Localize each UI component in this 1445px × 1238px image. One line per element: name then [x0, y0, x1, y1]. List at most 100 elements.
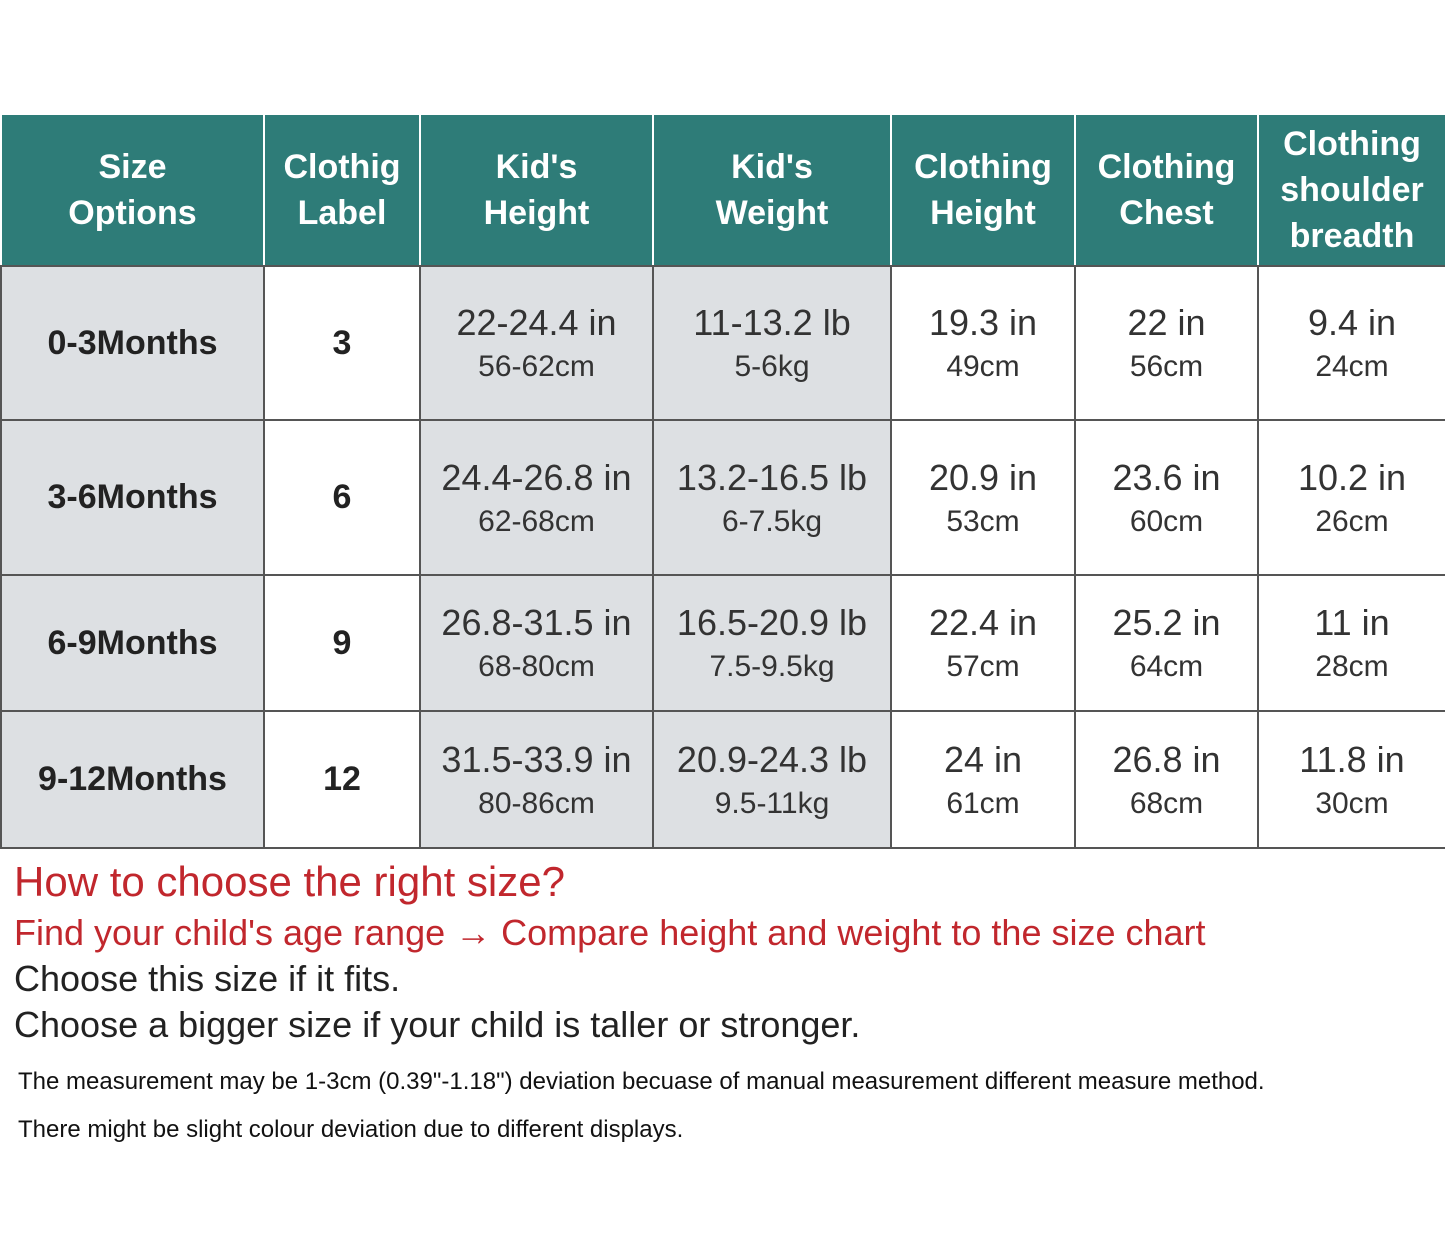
- measure-metric: 64cm: [1129, 650, 1204, 683]
- measure-metric: 7.5-9.5kg: [709, 650, 835, 683]
- measure-cell: 10.2 in 26cm: [1257, 419, 1445, 576]
- table-body: 0-3Months 3 22-24.4 in 56-62cm 11-13.2 lb 5-6…: [0, 265, 1445, 849]
- header-line: Clothig: [283, 148, 401, 186]
- label-cell: 12: [263, 710, 421, 849]
- measure-metric: 30cm: [1315, 786, 1389, 820]
- measure-inch: 22 in: [1127, 302, 1206, 343]
- header-line: Clothing: [914, 148, 1052, 186]
- header-line: shoulder: [1280, 171, 1424, 209]
- measure-metric: 5-6kg: [734, 350, 810, 383]
- header-line: Kid's: [495, 148, 578, 186]
- measure-metric: 6-7.5kg: [721, 504, 823, 538]
- header-cell: Size Options: [0, 115, 265, 267]
- measure-cell: 11.8 in 30cm: [1257, 710, 1445, 849]
- header-row: Size Options Clothig Label Kid's Height Kid's W…: [0, 115, 1445, 267]
- table-row: 3-6Months 6 24.4-26.8 in 62-68cm 13.2-16.5 l…: [0, 419, 1445, 576]
- measure-metric: 56cm: [1129, 350, 1204, 383]
- measure-inch: 11 in: [1314, 602, 1390, 643]
- size-cell: 3-6Months: [0, 419, 265, 576]
- measure-inch: 26.8 in: [1112, 738, 1221, 780]
- header-line: Options: [68, 194, 197, 232]
- measure-cell: 11-13.2 lb 5-6kg: [652, 265, 892, 421]
- header-line: Size: [98, 148, 167, 186]
- measure-cell: 16.5-20.9 lb 7.5-9.5kg: [652, 574, 892, 712]
- measure-metric: 9.5-11kg: [714, 786, 830, 820]
- table-row: 9-12Months 12 31.5-33.9 in 80-86cm 20.9-24.3…: [0, 710, 1445, 849]
- measure-inch: 11-13.2 lb: [693, 302, 851, 343]
- note: The measurement may be 1-3cm (0.39"-1.18…: [18, 1068, 1265, 1095]
- header-cell: Clothig Label: [263, 115, 421, 267]
- table-row: 6-9Months 9 26.8-31.5 in 68-80cm 16.5-20.9 l…: [0, 574, 1445, 712]
- measure-cell: 20.9 in 53cm: [890, 419, 1076, 576]
- header-line: Chest: [1119, 194, 1214, 232]
- header-line: Kid's: [731, 148, 813, 186]
- header-line: Label: [297, 194, 387, 232]
- measure-inch: 31.5-33.9 in: [441, 738, 632, 780]
- measure-cell: 11 in 28cm: [1257, 574, 1445, 712]
- measure-inch: 23.6 in: [1112, 456, 1221, 498]
- measure-metric: 49cm: [946, 350, 1020, 383]
- measure-inch: 19.3 in: [928, 302, 1038, 343]
- measure-metric: 80-86cm: [478, 786, 595, 820]
- guide-steps: Find your child's age range → Compare he…: [14, 912, 1206, 953]
- measure-metric: 24cm: [1315, 350, 1389, 383]
- measure-inch: 22.4 in: [928, 602, 1038, 643]
- measure-cell: 26.8 in 68cm: [1074, 710, 1259, 849]
- size-cell: 6-9Months: [0, 574, 265, 712]
- header-cell: Kid's Weight: [652, 115, 892, 267]
- measure-metric: 62-68cm: [478, 504, 595, 538]
- measure-metric: 60cm: [1129, 504, 1204, 538]
- measure-cell: 22.4 in 57cm: [890, 574, 1076, 712]
- measure-cell: 22 in 56cm: [1074, 265, 1259, 421]
- measure-metric: 57cm: [946, 650, 1020, 683]
- measure-metric: 61cm: [946, 786, 1020, 820]
- measure-cell: 20.9-24.3 lb 9.5-11kg: [652, 710, 892, 849]
- header-line: Height: [483, 194, 590, 232]
- header-line: Weight: [715, 194, 829, 232]
- guide-line: Choose a bigger size if your child is ta…: [14, 1004, 861, 1045]
- measure-metric: 26cm: [1315, 504, 1389, 538]
- header-cell: Clothing shoulder breadth: [1257, 115, 1445, 267]
- label-cell: 3: [263, 265, 421, 421]
- header-line: Clothing: [1283, 125, 1421, 163]
- size-table: Size Options Clothig Label Kid's Height Kid's W…: [0, 115, 1445, 849]
- header-line: Height: [930, 194, 1036, 232]
- measure-metric: 28cm: [1315, 650, 1389, 683]
- measure-inch: 16.5-20.9 lb: [676, 602, 868, 643]
- measure-cell: 24 in 61cm: [890, 710, 1076, 849]
- measure-metric: 56-62cm: [478, 350, 595, 383]
- measure-cell: 9.4 in 24cm: [1257, 265, 1445, 421]
- measure-inch: 11.8 in: [1299, 738, 1405, 780]
- measure-inch: 13.2-16.5 lb: [676, 456, 868, 498]
- measure-inch: 26.8-31.5 in: [441, 602, 632, 643]
- header-line: breadth: [1289, 217, 1415, 255]
- measure-inch: 22-24.4 in: [456, 302, 617, 343]
- measure-inch: 10.2 in: [1297, 456, 1407, 498]
- measure-cell: 19.3 in 49cm: [890, 265, 1076, 421]
- measure-inch: 24 in: [943, 738, 1023, 780]
- label-cell: 9: [263, 574, 421, 712]
- size-guide: How to choose the right size? Find your …: [14, 858, 1265, 1143]
- header-cell: Clothing Height: [890, 115, 1076, 267]
- size-cell: 9-12Months: [0, 710, 265, 849]
- measure-cell: 23.6 in 60cm: [1074, 419, 1259, 576]
- table-row: 0-3Months 3 22-24.4 in 56-62cm 11-13.2 lb 5-6…: [0, 265, 1445, 421]
- measure-metric: 68-80cm: [478, 650, 595, 683]
- measure-inch: 20.9 in: [928, 456, 1038, 498]
- measure-inch: 24.4-26.8 in: [441, 456, 632, 498]
- header-cell: Kid's Height: [419, 115, 654, 267]
- measure-inch: 25.2 in: [1112, 602, 1221, 643]
- header-line: Clothing: [1097, 148, 1236, 186]
- guide-line: Choose this size if it fits.: [14, 958, 401, 999]
- measure-cell: 25.2 in 64cm: [1074, 574, 1259, 712]
- measure-cell: 24.4-26.8 in 62-68cm: [419, 419, 654, 576]
- measure-cell: 13.2-16.5 lb 6-7.5kg: [652, 419, 892, 576]
- measure-cell: 22-24.4 in 56-62cm: [419, 265, 654, 421]
- measure-cell: 31.5-33.9 in 80-86cm: [419, 710, 654, 849]
- measure-inch: 20.9-24.3 lb: [676, 738, 868, 780]
- header-cell: Clothing Chest: [1074, 115, 1259, 267]
- note: There might be slight colour deviation d…: [18, 1116, 684, 1143]
- measure-metric: 53cm: [946, 504, 1020, 538]
- label-cell: 6: [263, 419, 421, 576]
